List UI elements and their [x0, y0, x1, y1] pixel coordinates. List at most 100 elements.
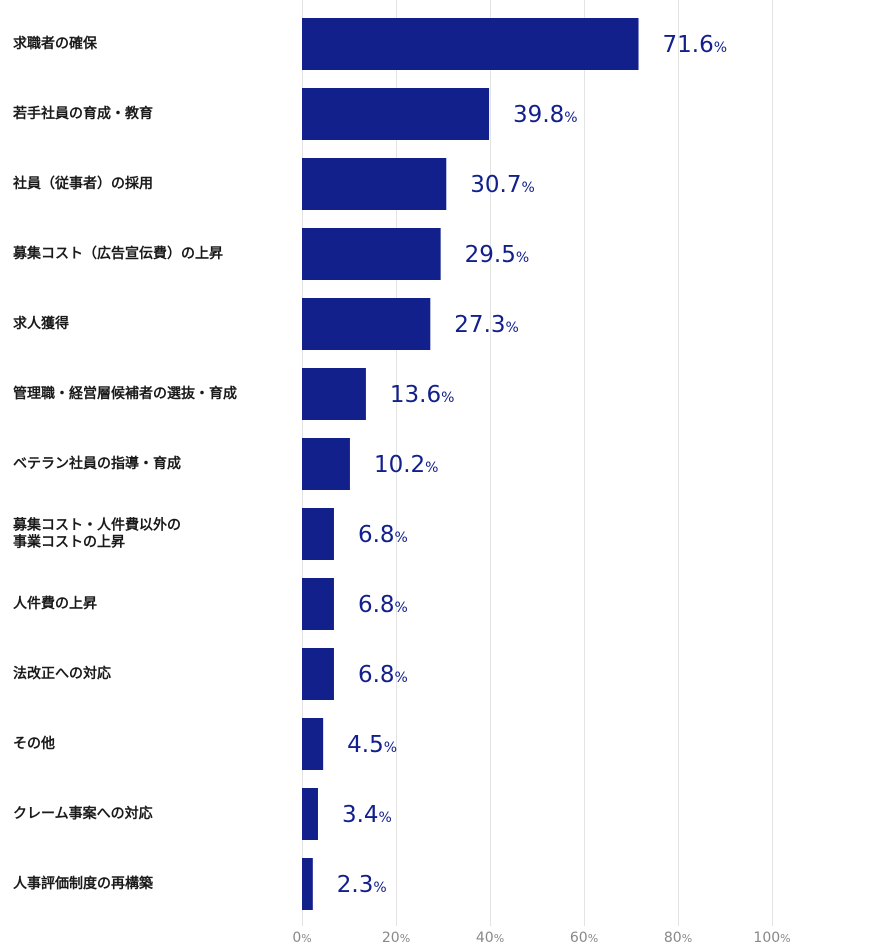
bar-12: [302, 858, 313, 910]
category-label-4: 求人獲得: [13, 315, 69, 332]
x-axis-tick-labels: 0% 20% 40% 60% 80% 100%: [292, 930, 790, 944]
value-number: 6.8: [358, 662, 395, 688]
category-label-10: その他: [13, 735, 55, 752]
tick-label-80: 80%: [664, 930, 692, 944]
value-number: 10.2: [374, 452, 425, 478]
category-label-line: 若手社員の育成・教育: [12, 105, 153, 122]
bar-8: [302, 578, 334, 630]
bar-10: [302, 718, 324, 770]
value-unit: %: [564, 110, 577, 126]
category-label-6: ベテラン社員の指導・育成: [13, 455, 181, 472]
value-label-11: 3.4%: [342, 802, 392, 828]
category-label-line: 事業コストの上昇: [13, 534, 125, 551]
value-unit: %: [522, 180, 535, 196]
value-number: 71.6: [663, 32, 714, 58]
bars: [302, 18, 639, 910]
value-unit: %: [425, 460, 438, 476]
value-number: 6.8: [358, 592, 395, 618]
value-number: 2.3: [337, 872, 374, 898]
value-number: 3.4: [342, 802, 379, 828]
tick-number: 100: [753, 930, 780, 944]
tick-number: 60: [570, 930, 588, 944]
value-label-2: 30.7%: [470, 172, 535, 198]
category-label-line: 求職者の確保: [13, 35, 98, 52]
bar-1: [302, 88, 490, 140]
value-number: 30.7: [470, 172, 521, 198]
category-label-line: 人件費の上昇: [13, 595, 97, 612]
bar-4: [302, 298, 431, 350]
bar-5: [302, 368, 366, 420]
bar-9: [302, 648, 334, 700]
tick-label-40: 40%: [476, 930, 504, 944]
value-unit: %: [373, 880, 386, 896]
category-label-line: 募集コスト（広告宣伝費）の上昇: [12, 245, 223, 262]
value-label-3: 29.5%: [465, 242, 530, 268]
bar-7: [302, 508, 334, 560]
category-label-12: 人事評価制度の再構築: [13, 875, 154, 892]
value-unit: %: [395, 530, 408, 546]
category-label-9: 法改正への対応: [13, 665, 111, 682]
category-label-2: 社員（従事者）の採用: [12, 175, 153, 192]
tick-label-0: 0%: [292, 930, 311, 944]
bar-3: [302, 228, 441, 280]
category-label-line: 募集コスト・人件費以外の: [12, 517, 181, 534]
value-number: 39.8: [513, 102, 564, 128]
grid-lines: [302, 0, 773, 926]
value-unit: %: [395, 670, 408, 686]
value-number: 29.5: [465, 242, 516, 268]
value-unit: %: [506, 320, 519, 336]
tick-number: 80: [664, 930, 682, 944]
value-label-10: 4.5%: [347, 732, 397, 758]
category-label-1: 若手社員の育成・教育: [12, 105, 153, 122]
value-unit: %: [441, 390, 454, 406]
tick-label-20: 20%: [382, 930, 410, 944]
bar-0: [302, 18, 639, 70]
category-label-5: 管理職・経営層候補者の選抜・育成: [13, 385, 237, 402]
value-labels: 71.6%39.8%30.7%29.5%27.3%13.6%10.2%6.8%6…: [337, 32, 727, 898]
category-label-line: クレーム事案への対応: [13, 805, 153, 822]
value-unit: %: [384, 740, 397, 756]
value-number: 13.6: [390, 382, 441, 408]
category-labels: 求職者の確保若手社員の育成・教育社員（従事者）の採用募集コスト（広告宣伝費）の上…: [12, 35, 237, 892]
value-label-4: 27.3%: [454, 312, 519, 338]
category-label-line: 管理職・経営層候補者の選抜・育成: [13, 385, 237, 402]
bar-2: [302, 158, 447, 210]
bar-6: [302, 438, 350, 490]
category-label-line: ベテラン社員の指導・育成: [13, 455, 181, 472]
value-label-8: 6.8%: [358, 592, 408, 618]
tick-unit: %: [301, 932, 311, 944]
tick-label-100: 100%: [753, 930, 790, 944]
value-unit: %: [395, 600, 408, 616]
value-label-7: 6.8%: [358, 522, 408, 548]
bar-11: [302, 788, 318, 840]
value-label-5: 13.6%: [390, 382, 455, 408]
category-label-7: 募集コスト・人件費以外の事業コストの上昇: [12, 517, 181, 551]
value-number: 27.3: [454, 312, 505, 338]
value-number: 6.8: [358, 522, 395, 548]
tick-unit: %: [682, 932, 692, 944]
tick-unit: %: [780, 932, 790, 944]
category-label-line: 求人獲得: [13, 315, 69, 332]
tick-unit: %: [400, 932, 410, 944]
category-label-8: 人件費の上昇: [13, 595, 97, 612]
category-label-0: 求職者の確保: [13, 35, 98, 52]
value-number: 4.5: [347, 732, 384, 758]
category-label-line: その他: [13, 735, 55, 752]
category-label-3: 募集コスト（広告宣伝費）の上昇: [12, 245, 223, 262]
value-label-0: 71.6%: [663, 32, 728, 58]
category-label-line: 人事評価制度の再構築: [13, 875, 154, 892]
category-label-11: クレーム事案への対応: [13, 805, 153, 822]
value-label-1: 39.8%: [513, 102, 578, 128]
value-label-6: 10.2%: [374, 452, 439, 478]
value-unit: %: [516, 250, 529, 266]
tick-label-60: 60%: [570, 930, 598, 944]
tick-unit: %: [588, 932, 598, 944]
tick-number: 40: [476, 930, 494, 944]
tick-number: 0: [292, 930, 301, 944]
tick-unit: %: [494, 932, 504, 944]
value-unit: %: [714, 40, 727, 56]
value-label-9: 6.8%: [358, 662, 408, 688]
value-label-12: 2.3%: [337, 872, 387, 898]
value-unit: %: [379, 810, 392, 826]
